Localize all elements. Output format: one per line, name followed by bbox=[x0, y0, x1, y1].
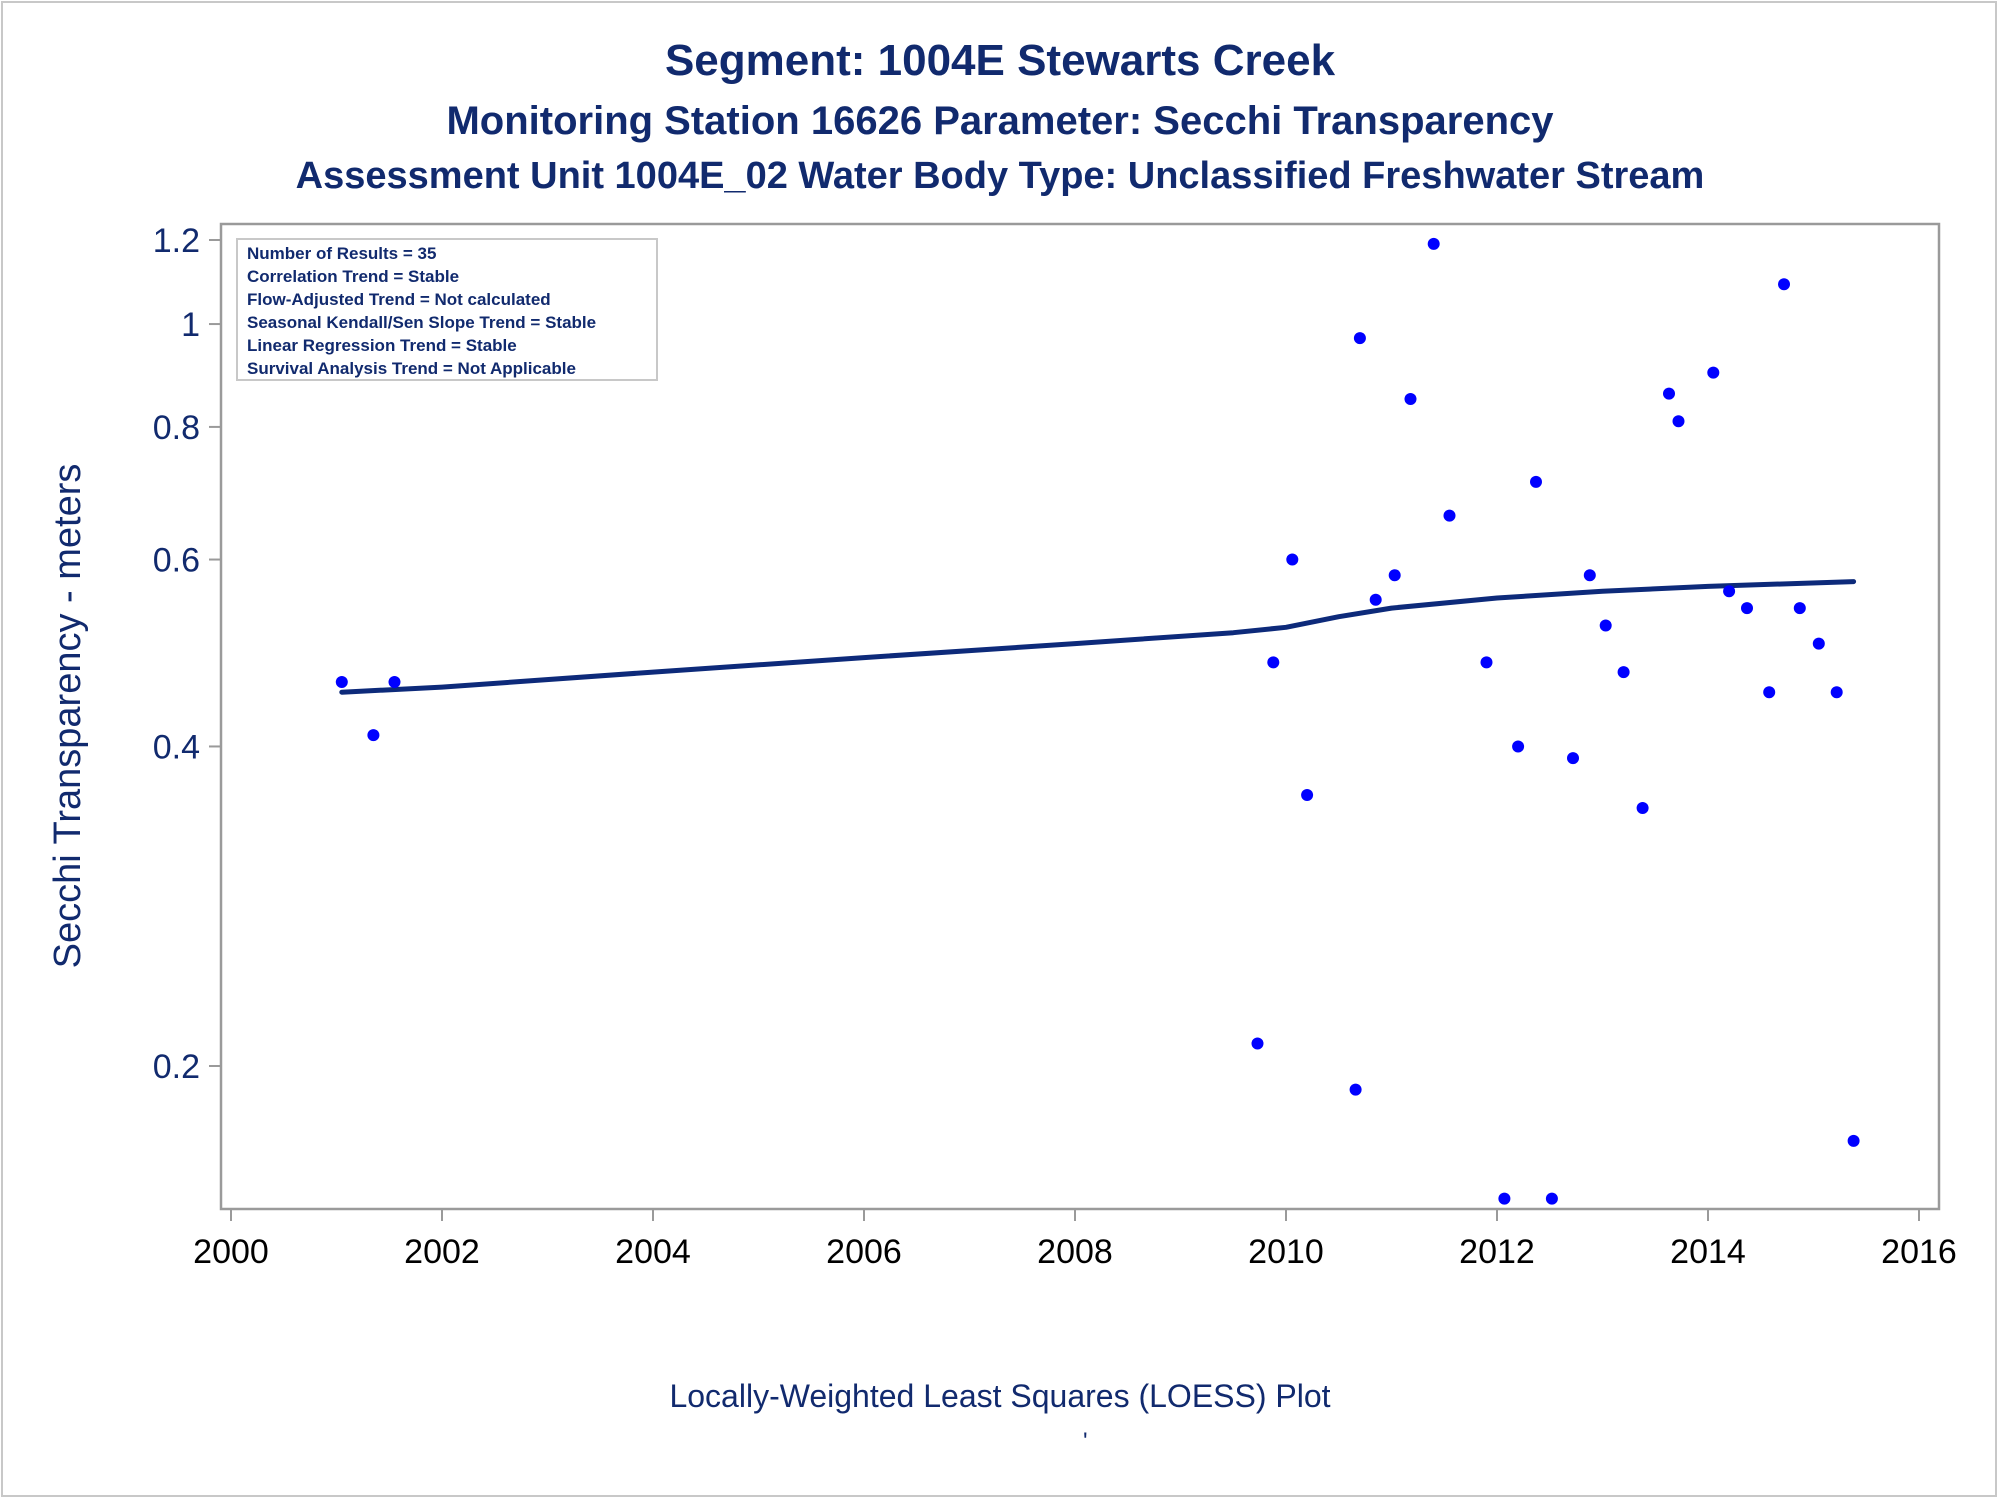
data-point bbox=[388, 676, 401, 688]
chart-footnote: Locally-Weighted Least Squares (LOESS) P… bbox=[669, 1378, 1331, 1414]
x-tick-label: 2000 bbox=[193, 1233, 269, 1271]
data-point bbox=[1847, 1134, 1860, 1147]
x-tick-label: 2014 bbox=[1670, 1233, 1746, 1271]
y-tick-label: 0.4 bbox=[153, 728, 200, 766]
data-point bbox=[1567, 752, 1579, 765]
data-point bbox=[1443, 509, 1456, 522]
x-tick-label: 2010 bbox=[1248, 1233, 1324, 1271]
stats-box-line: Flow-Adjusted Trend = Not calculated bbox=[247, 290, 551, 309]
y-tick-label: 1 bbox=[181, 306, 200, 344]
data-point bbox=[1427, 237, 1440, 250]
data-point bbox=[1741, 602, 1753, 615]
x-tick-label: 2004 bbox=[615, 1233, 691, 1271]
x-tick-label: 2002 bbox=[404, 1233, 480, 1271]
data-point bbox=[1512, 740, 1525, 753]
stats-box-line: Number of Results = 35 bbox=[247, 244, 436, 263]
data-point bbox=[1812, 637, 1825, 650]
x-tick-label: 2016 bbox=[1881, 1233, 1957, 1271]
data-point bbox=[1672, 415, 1685, 428]
plot-area-border bbox=[219, 222, 1941, 1211]
data-point bbox=[1286, 553, 1299, 566]
y-tick-label: 0.6 bbox=[153, 542, 200, 580]
data-point bbox=[1763, 686, 1776, 699]
data-point bbox=[1353, 332, 1366, 345]
data-point bbox=[1617, 666, 1630, 679]
data-point bbox=[1599, 619, 1612, 632]
data-point bbox=[1498, 1192, 1511, 1205]
data-point bbox=[1388, 569, 1401, 582]
data-point bbox=[367, 729, 380, 742]
data-point bbox=[1530, 475, 1542, 488]
data-point bbox=[1723, 585, 1736, 598]
stats-box-line: Linear Regression Trend = Stable bbox=[247, 336, 517, 355]
y-tick-label: 1.2 bbox=[153, 222, 200, 260]
data-point bbox=[1663, 387, 1675, 400]
data-point bbox=[1778, 278, 1790, 291]
data-point bbox=[1301, 789, 1314, 801]
data-point bbox=[1369, 593, 1382, 606]
data-point bbox=[1480, 656, 1493, 669]
chart-subtitle: Monitoring Station 16626 Parameter: Secc… bbox=[446, 99, 1554, 143]
data-point bbox=[1830, 686, 1843, 699]
chart-subtitle-secondary: Assessment Unit 1004E_02 Water Body Type… bbox=[295, 155, 1705, 197]
data-point bbox=[335, 676, 348, 688]
x-tick-label: 2006 bbox=[826, 1233, 902, 1271]
data-point bbox=[1793, 602, 1806, 615]
stats-box-line: Survival Analysis Trend = Not Applicable bbox=[247, 359, 576, 378]
data-point bbox=[1545, 1192, 1558, 1205]
y-tick-label: 0.8 bbox=[153, 409, 200, 447]
footnote-mark: ' bbox=[1083, 1428, 1088, 1455]
data-point bbox=[1583, 569, 1596, 582]
stats-box-line: Seasonal Kendall/Sen Slope Trend = Stabl… bbox=[247, 313, 596, 332]
y-axis-label: Secchi Transparency - meters bbox=[47, 464, 89, 969]
y-tick-label: 0.2 bbox=[153, 1048, 200, 1086]
loess-trend-line bbox=[339, 579, 1857, 695]
x-tick-label: 2008 bbox=[1037, 1233, 1113, 1271]
chart-title: Segment: 1004E Stewarts Creek bbox=[664, 36, 1336, 85]
data-point bbox=[1251, 1037, 1264, 1050]
stats-box-line: Correlation Trend = Stable bbox=[247, 267, 459, 286]
x-tick-label: 2012 bbox=[1459, 1233, 1535, 1271]
stats-box bbox=[236, 238, 658, 381]
data-point bbox=[1636, 802, 1649, 814]
data-point bbox=[1267, 656, 1280, 669]
data-point bbox=[1349, 1083, 1362, 1096]
data-point bbox=[1404, 393, 1417, 405]
data-point bbox=[1707, 366, 1720, 379]
